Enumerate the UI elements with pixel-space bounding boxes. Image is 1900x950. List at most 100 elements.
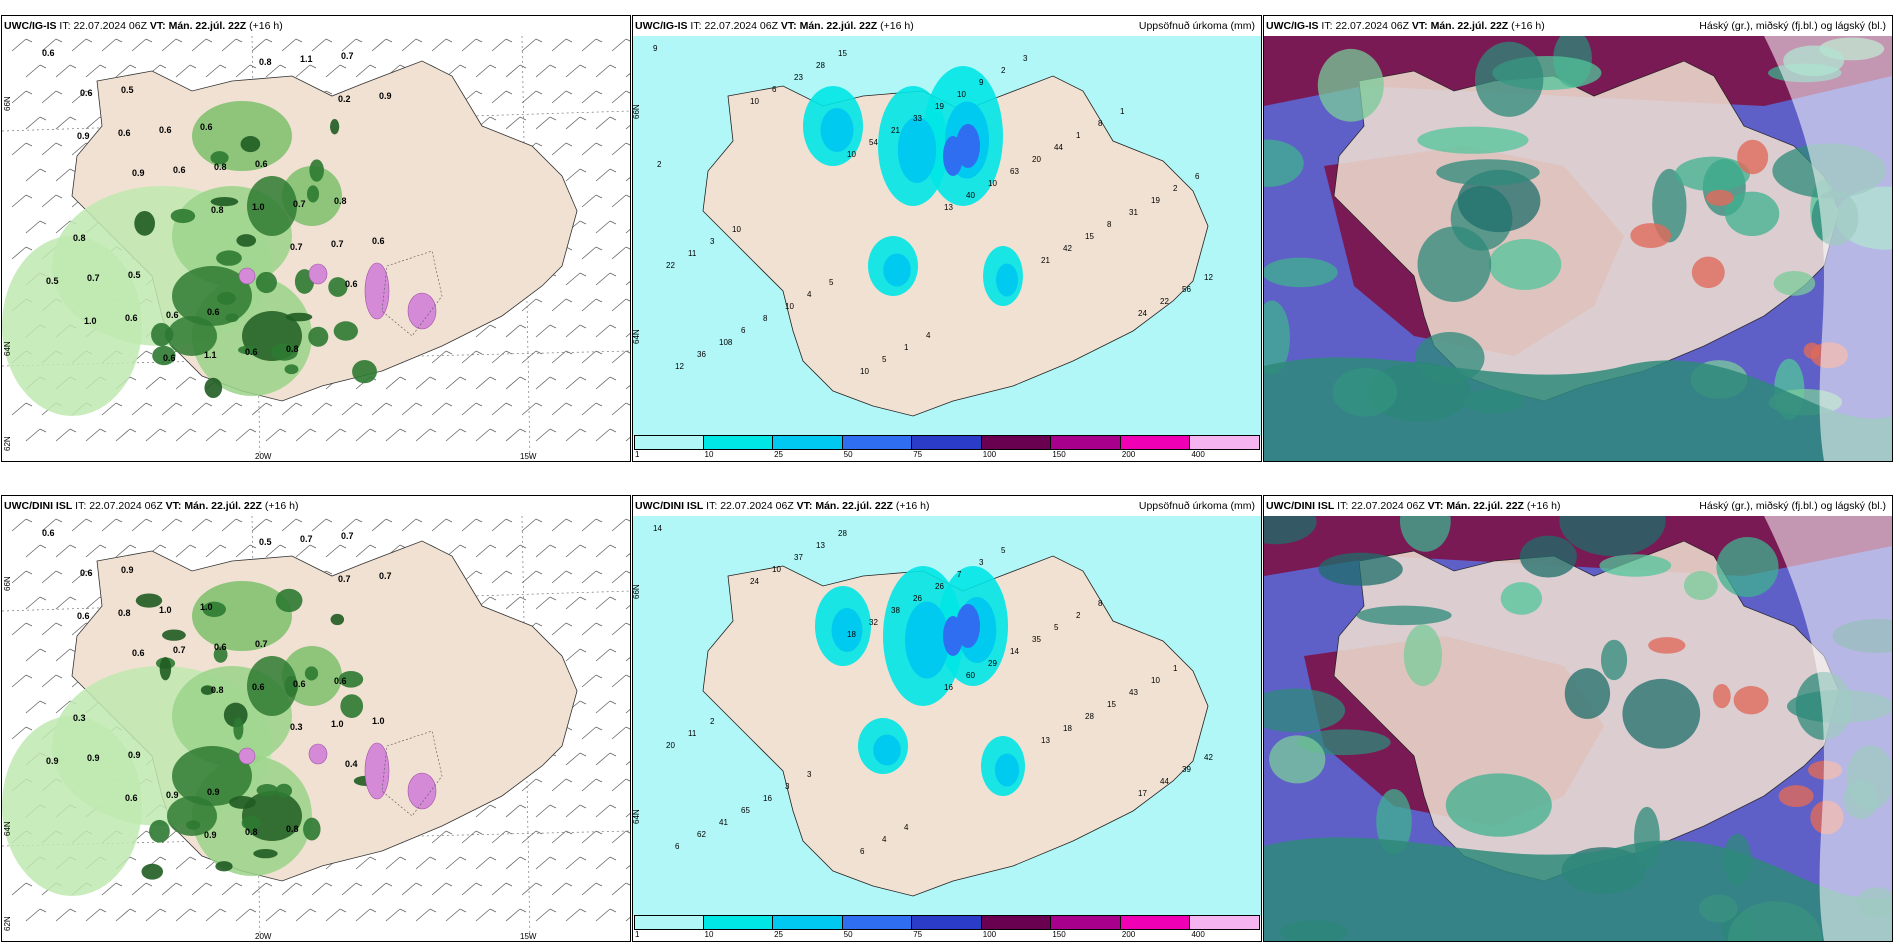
wind-barb	[11, 246, 33, 260]
precip-value-label: 13	[816, 541, 825, 550]
wind-barb	[281, 402, 303, 416]
wind-value-label: 1.1	[204, 350, 217, 360]
wind-barb	[625, 709, 630, 714]
clear-sky-east	[1764, 36, 1892, 461]
high-cloud-patch	[1712, 683, 1731, 709]
precip-value-label: 8	[763, 314, 768, 323]
wind-barb	[431, 38, 453, 52]
wind-barb	[205, 428, 227, 442]
precip-value-label: 10	[1151, 676, 1160, 685]
wind-barb	[595, 700, 617, 714]
vt-value: Mán. 22.júl. 22Z	[799, 20, 878, 32]
wind-barb	[535, 116, 557, 130]
precip-blob	[192, 581, 292, 651]
wind-barb	[505, 64, 527, 78]
low-cloud-patch	[1445, 773, 1552, 837]
wind-value-label: 0.7	[341, 531, 354, 541]
low-cloud-patch	[1376, 788, 1412, 855]
convective-shading	[238, 742, 437, 810]
precip-cell	[256, 783, 278, 797]
wind-barb	[11, 570, 33, 584]
precip-cell	[352, 359, 377, 384]
wind-value-label: 0.6	[252, 682, 265, 692]
low-cloud-patch	[1399, 516, 1451, 552]
precip-cell	[170, 208, 196, 224]
wind-barb	[25, 116, 47, 130]
colorbar-swatch	[1120, 435, 1191, 450]
precip-value-label: 10	[772, 565, 781, 574]
wind-barb	[491, 882, 513, 896]
wind-barb	[475, 324, 497, 338]
clear-sky-east	[1764, 516, 1892, 941]
axis-label-y-0: 66N	[633, 584, 641, 599]
vt-label: VT:	[1427, 500, 1444, 512]
wind-value-label: 0.6	[255, 159, 268, 169]
precip-value-label: 65	[741, 806, 750, 815]
precip-cell	[216, 250, 242, 266]
wind-barb	[161, 402, 183, 416]
wind-barb	[611, 194, 630, 208]
wind-barb	[475, 544, 497, 558]
precip-value-label: 5	[1001, 546, 1006, 555]
wind-barb	[11, 518, 33, 532]
wind-barb	[521, 830, 543, 844]
precip-value-label: 22	[1160, 297, 1169, 306]
wind-barb	[341, 518, 363, 532]
wind-barb	[565, 856, 587, 870]
precip-value-label: 3	[1023, 54, 1028, 63]
wind-barb	[535, 324, 557, 338]
precip-cell	[149, 819, 170, 843]
high-cloud-patch	[1778, 785, 1814, 808]
wind-barb	[595, 648, 617, 662]
precip-value-label: 15	[1107, 700, 1116, 709]
wind-barb	[595, 856, 617, 870]
wind-value-label: 0.8	[73, 233, 86, 243]
wind-barb	[551, 570, 573, 584]
wind-value-label: 0.5	[259, 537, 272, 547]
low-cloud-patch	[1716, 537, 1779, 598]
wind-barb	[265, 428, 287, 442]
wind-value-label: 0.9	[121, 565, 134, 575]
wind-value-label: 0.9	[87, 753, 100, 763]
colorbar-tick: 50	[843, 930, 853, 939]
axis-label-y-1: 64N	[3, 821, 12, 836]
colorbar-swatch	[842, 915, 913, 930]
model-name: UWC/IG-IS	[1266, 20, 1319, 32]
precip-area-25	[994, 753, 1020, 787]
convective-cell	[364, 742, 390, 800]
wind-barb	[611, 570, 630, 584]
wind-barb	[491, 830, 513, 844]
convective-cell	[407, 292, 437, 330]
wind-barb	[521, 298, 543, 312]
precip-value-label: 9	[979, 78, 984, 87]
precip-value-label: 10	[957, 90, 966, 99]
precip-value-label: 6	[1195, 172, 1200, 181]
axis-label-y-1: 64N	[3, 341, 12, 356]
wind-labels: 0.6 0.5 0.6 0.6 0.8 0.8 0.5 0.6 0.8 0.7 0.6 0.6 0.8 0…	[42, 48, 392, 363]
precip-area-50	[956, 124, 980, 168]
wind-barb	[55, 908, 77, 922]
wind-barb	[371, 38, 393, 52]
wind-value-label: 0.6	[132, 648, 145, 658]
wind-barb	[475, 376, 497, 390]
wind-barb	[25, 908, 47, 922]
wind-barb	[251, 518, 273, 532]
precip-value-label: 10	[732, 225, 741, 234]
wind-barb	[461, 518, 483, 532]
vt-value: Mán. 22.júl. 22Z	[168, 20, 247, 32]
wind-barb	[625, 281, 630, 286]
precip-cell	[134, 210, 155, 236]
colorbar-tick: 200	[1121, 930, 1136, 939]
wind-barb	[625, 865, 630, 870]
precip-shading	[803, 66, 1023, 306]
wind-barb	[461, 38, 483, 52]
wind-barb	[85, 544, 107, 558]
wind-barb	[595, 752, 617, 766]
wind-barb	[551, 38, 573, 52]
wind-barb	[625, 229, 630, 234]
wind-value-label: 0.8	[286, 824, 299, 834]
it-label: IT:	[690, 20, 702, 32]
precip-value-label: 15	[1085, 232, 1094, 241]
precip-value-label: 54	[869, 138, 878, 147]
low-cloud-patch	[1317, 48, 1384, 122]
